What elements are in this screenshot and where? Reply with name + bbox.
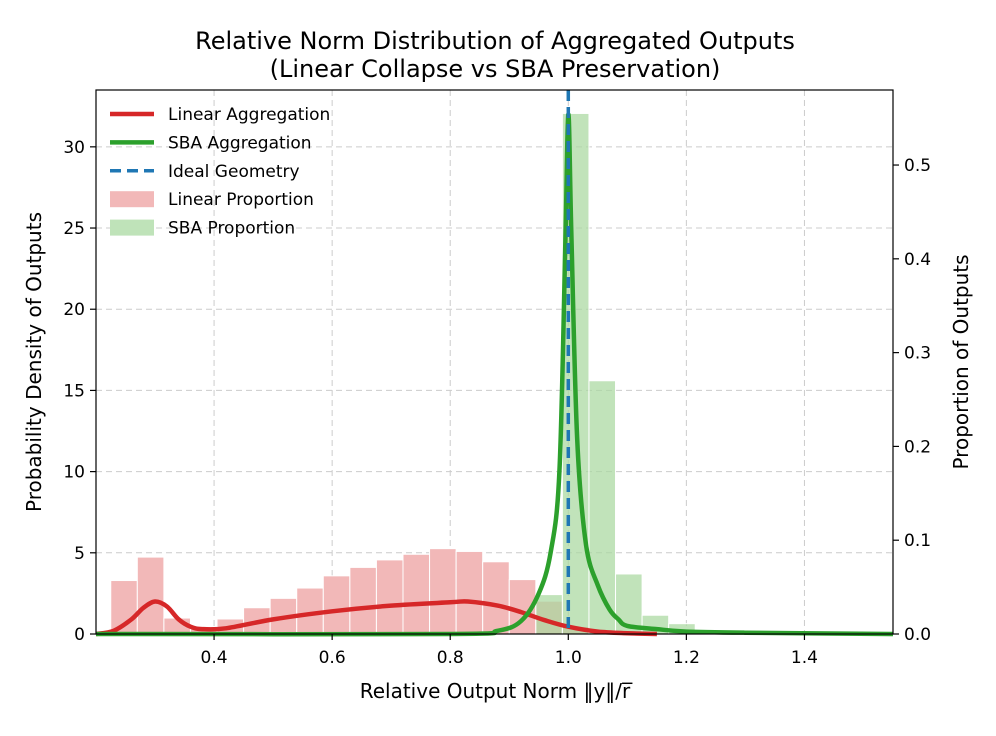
right-y-tick-label: 0.2 (904, 437, 931, 457)
right-y-tick-label: 0.1 (904, 531, 931, 551)
left-y-tick-label: 5 (74, 544, 85, 564)
left-y-axis-ticks: 0 5 10 15 20 25 30 (63, 138, 96, 645)
linear-proportion-bar (375, 559, 404, 635)
linear-proportion-bar (455, 550, 484, 635)
legend: Linear Aggregation SBA Aggregation Ideal G… (110, 105, 330, 239)
linear-proportion-bar (482, 561, 510, 635)
legend-label: Linear Proportion (168, 190, 314, 210)
sba-aggregation-curve (95, 112, 894, 637)
x-axis-ticks: 0.4 0.6 0.8 1.0 1.2 1.4 (201, 634, 818, 668)
left-y-tick-label: 30 (63, 138, 85, 158)
linear-proportion-bar (349, 566, 377, 635)
chart-title: Relative Norm Distribution of Aggregated… (195, 27, 795, 55)
linear-proportion-bar (429, 548, 457, 635)
left-y-tick-label: 15 (63, 381, 85, 401)
sba-proportion-bars (535, 112, 696, 635)
left-y-tick-label: 0 (74, 625, 85, 645)
left-y-tick-label: 25 (63, 219, 85, 239)
right-y-tick-label: 0.0 (904, 625, 931, 645)
plot-frame (95, 89, 894, 635)
legend-swatch (110, 191, 154, 208)
legend-label: SBA Aggregation (168, 133, 312, 153)
right-y-tick-label: 0.3 (904, 344, 931, 364)
x-tick-label: 1.4 (791, 648, 818, 668)
linear-aggregation-curve (95, 599, 657, 637)
linear-proportion-bar (136, 556, 165, 635)
chart-subtitle: (Linear Collapse vs SBA Preservation) (270, 55, 721, 83)
left-y-axis-label: Probability Density of Outputs (22, 212, 46, 512)
right-y-axis-ticks: 0.0 0.1 0.2 0.3 0.4 0.5 (893, 156, 931, 645)
x-tick-label: 1.0 (555, 648, 582, 668)
x-tick-label: 0.6 (319, 648, 346, 668)
legend-label: SBA Proportion (168, 219, 295, 239)
right-y-tick-label: 0.5 (904, 156, 931, 176)
left-y-tick-label: 10 (63, 463, 85, 483)
x-tick-label: 0.8 (437, 648, 464, 668)
sba-proportion-bar (535, 594, 563, 635)
density-curves (95, 90, 894, 637)
legend-label: Ideal Geometry (168, 162, 300, 182)
linear-proportion-bar (402, 553, 431, 635)
x-axis-label: Relative Output Norm ‖y‖/r̅ (360, 679, 634, 703)
right-y-tick-label: 0.4 (904, 250, 931, 270)
legend-swatch (110, 219, 154, 236)
x-tick-label: 1.2 (673, 648, 700, 668)
right-y-axis-label: Proportion of Outputs (949, 254, 973, 469)
left-y-tick-label: 20 (63, 300, 85, 320)
legend-label: Linear Aggregation (168, 105, 330, 125)
x-tick-label: 0.4 (201, 648, 228, 668)
linear-proportion-bar (322, 575, 351, 635)
